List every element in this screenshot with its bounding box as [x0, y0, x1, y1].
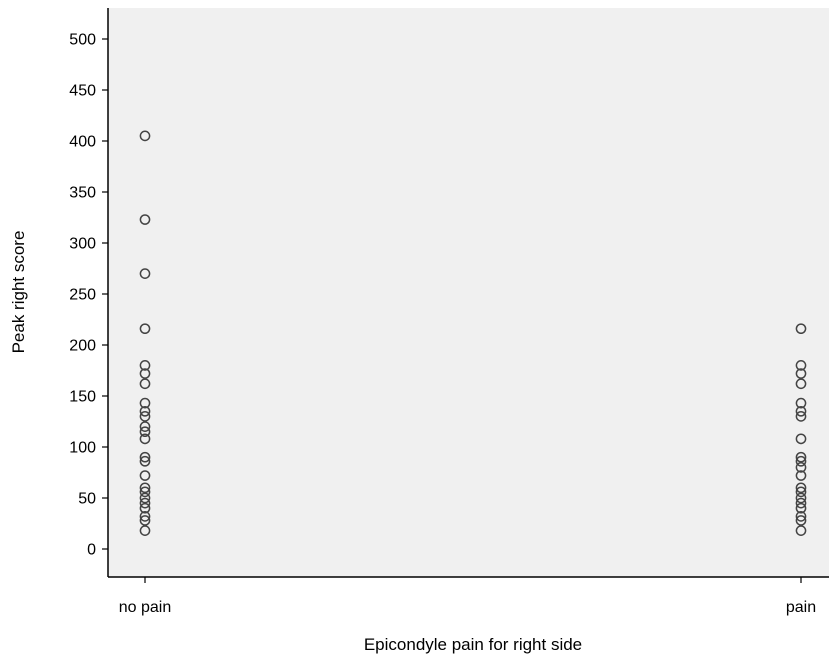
y-tick-label: 0 — [87, 542, 96, 559]
data-point — [139, 368, 151, 379]
data-point — [795, 525, 807, 536]
data-point — [139, 482, 151, 494]
data-point — [795, 405, 807, 417]
data-point — [139, 426, 151, 438]
data-point — [139, 130, 151, 142]
data-point — [139, 323, 151, 335]
y-tick-label: 400 — [69, 134, 96, 151]
data-point — [139, 515, 151, 526]
y-axis-ticks: 0 50 100 150 200 250 300 350 400 450 500 — [69, 32, 108, 559]
data-point — [139, 511, 151, 522]
data-point — [139, 470, 151, 481]
data-point — [795, 486, 807, 498]
data-point — [139, 214, 151, 225]
data-point — [139, 525, 151, 536]
data-point — [139, 405, 151, 417]
data-point — [139, 497, 151, 509]
data-point — [795, 455, 807, 467]
data-point — [139, 397, 151, 409]
data-point — [795, 497, 807, 509]
data-point — [139, 451, 151, 463]
data-point — [795, 462, 807, 473]
y-tick-label: 250 — [69, 287, 96, 304]
data-point — [795, 433, 807, 445]
y-tick-label: 500 — [69, 32, 96, 49]
y-tick-label: 450 — [69, 83, 96, 100]
x-axis-ticks: no pain pain — [119, 577, 816, 616]
data-point — [795, 451, 807, 463]
data-point — [795, 378, 807, 390]
y-tick-label: 200 — [69, 338, 96, 355]
data-point — [139, 360, 151, 371]
data-point — [795, 470, 807, 481]
data-point — [139, 378, 151, 390]
data-point — [795, 482, 807, 494]
y-tick-label: 50 — [78, 491, 96, 508]
y-tick-label: 350 — [69, 185, 96, 202]
data-point — [795, 492, 807, 504]
y-tick-label: 150 — [69, 389, 96, 406]
data-point — [795, 502, 807, 514]
data-point — [795, 511, 807, 522]
data-point — [795, 323, 807, 335]
y-tick-label: 300 — [69, 236, 96, 253]
data-point — [139, 502, 151, 514]
data-point — [139, 455, 151, 467]
y-axis-title: Peak right score — [9, 231, 28, 354]
plot-area — [108, 8, 829, 577]
data-point — [139, 268, 151, 279]
y-tick-label: 100 — [69, 440, 96, 457]
data-point — [139, 411, 151, 422]
data-point — [139, 492, 151, 504]
data-point — [139, 486, 151, 498]
data-point — [795, 515, 807, 526]
data-points — [139, 130, 807, 536]
data-point — [795, 360, 807, 371]
x-axis-title: Epicondyle pain for right side — [364, 635, 582, 654]
data-point — [139, 433, 151, 445]
x-tick-label: pain — [786, 599, 816, 616]
data-point — [795, 368, 807, 379]
x-tick-label: no pain — [119, 599, 172, 616]
data-point — [139, 421, 151, 432]
data-point — [795, 397, 807, 409]
data-point — [795, 411, 807, 422]
